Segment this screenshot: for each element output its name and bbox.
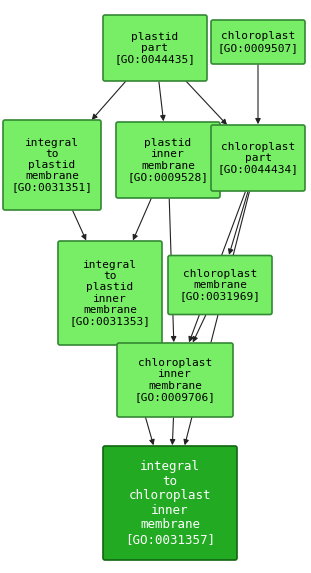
- FancyBboxPatch shape: [211, 125, 305, 191]
- Text: chloroplast
membrane
[GO:0031969]: chloroplast membrane [GO:0031969]: [179, 269, 261, 301]
- FancyBboxPatch shape: [103, 15, 207, 81]
- Text: integral
to
chloroplast
inner
membrane
[GO:0031357]: integral to chloroplast inner membrane […: [125, 460, 215, 545]
- Text: integral
to
plastid
inner
membrane
[GO:0031353]: integral to plastid inner membrane [GO:0…: [69, 260, 151, 326]
- FancyBboxPatch shape: [117, 343, 233, 417]
- FancyBboxPatch shape: [168, 256, 272, 315]
- FancyBboxPatch shape: [211, 20, 305, 64]
- Text: plastid
inner
membrane
[GO:0009528]: plastid inner membrane [GO:0009528]: [128, 138, 208, 182]
- Text: chloroplast
[GO:0009507]: chloroplast [GO:0009507]: [217, 32, 299, 53]
- FancyBboxPatch shape: [58, 241, 162, 345]
- FancyBboxPatch shape: [116, 122, 220, 198]
- FancyBboxPatch shape: [103, 446, 237, 560]
- Text: plastid
part
[GO:0044435]: plastid part [GO:0044435]: [114, 32, 196, 64]
- Text: integral
to
plastid
membrane
[GO:0031351]: integral to plastid membrane [GO:0031351…: [12, 138, 92, 193]
- Text: chloroplast
part
[GO:0044434]: chloroplast part [GO:0044434]: [217, 142, 299, 174]
- FancyBboxPatch shape: [3, 120, 101, 210]
- Text: chloroplast
inner
membrane
[GO:0009706]: chloroplast inner membrane [GO:0009706]: [134, 358, 216, 402]
